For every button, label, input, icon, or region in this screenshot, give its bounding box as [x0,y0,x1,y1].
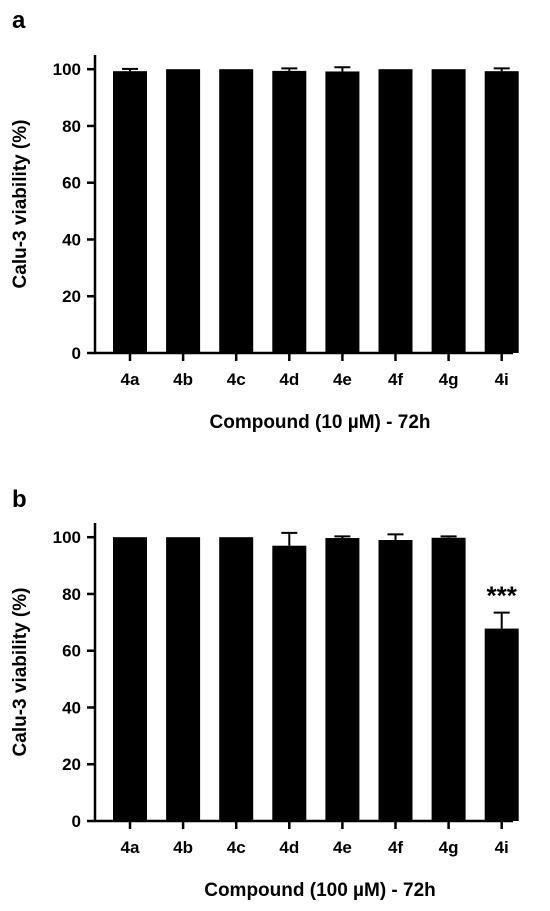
bar [325,538,360,821]
bar [219,537,254,821]
y-axis-title: Calu-3 viability (%) [10,120,31,289]
x-tick-label: 4d [279,370,299,389]
x-tick-label: 4g [439,838,459,857]
x-tick-label: 4e [333,838,352,857]
bar [378,69,413,353]
y-axis-title: Calu-3 viability (%) [10,588,31,757]
y-tick-label: 80 [62,585,81,604]
y-tick-label: 60 [62,174,81,193]
x-tick-label: 4i [495,370,509,389]
panel-b: b 0 20 40 60 80 100 Calu-3 viability (%) 4a 4b 4c 4… [10,486,519,901]
y-tick-label: 40 [62,230,81,249]
x-tick-label: 4c [227,838,246,857]
x-tick-label: 4b [173,370,193,389]
significance-label: *** [487,581,518,611]
bar [431,537,466,821]
x-tick-label: 4f [388,838,403,857]
bar [484,628,519,821]
y-tick-label: 20 [62,755,81,774]
y-tick-label: 0 [72,812,81,831]
bar [484,71,519,354]
y-tick-label: 100 [53,528,81,547]
x-tick-label: 4f [388,370,403,389]
bar [272,545,307,821]
y-tick-label: 40 [62,698,81,717]
bar [113,71,147,354]
x-tick-label: 4g [439,370,459,389]
x-axis-title: Compound (10 µM) - 72h [210,412,431,433]
bar [272,70,307,353]
panel-letter: a [12,7,26,34]
bar [166,69,201,353]
bar [113,537,147,821]
x-tick-label: 4e [333,370,352,389]
panel-letter: b [12,486,27,513]
bar [219,69,254,353]
x-tick-label: 4d [279,838,299,857]
bar [378,540,413,821]
bar [431,69,466,353]
bar [325,71,360,354]
y-tick-label: 100 [53,60,81,79]
y-tick-label: 20 [62,287,81,306]
bar [166,537,201,821]
y-tick-label: 80 [62,117,81,136]
y-tick-label: 0 [72,344,81,363]
x-axis-title: Compound (100 µM) - 72h [204,880,436,901]
x-tick-label: 4i [495,838,509,857]
x-tick-label: 4a [121,838,140,857]
x-tick-label: 4b [173,838,193,857]
x-tick-label: 4c [227,370,246,389]
y-tick-label: 60 [62,642,81,661]
panel-a: a 0 20 40 60 80 100 Calu-3 viability (%) 4a 4b 4c 4… [10,7,519,433]
x-tick-label: 4a [121,370,140,389]
